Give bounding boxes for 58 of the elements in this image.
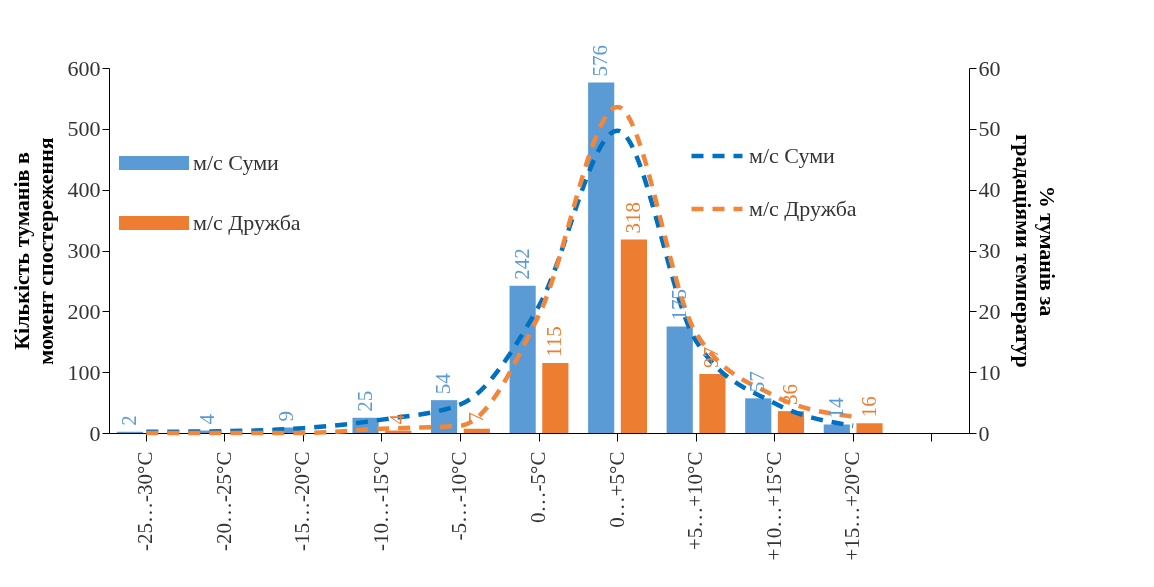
bar <box>542 363 569 433</box>
data-label: 576 <box>588 45 613 77</box>
bar <box>620 239 647 433</box>
data-label: 54 <box>431 372 456 395</box>
x-tick-label: 0…+5°C <box>604 451 629 528</box>
y-axis-title: Кількість туманів в момент спостереження <box>8 137 58 365</box>
x-tick-label: +10…+15°C <box>761 451 786 561</box>
y-tick-label: 0 <box>89 420 101 446</box>
y-tick-label: 500 <box>67 116 101 142</box>
data-label: 7 <box>463 412 488 423</box>
bar <box>856 423 883 433</box>
x-tick-label: 0…-5°C <box>526 451 550 523</box>
legend-label: м/с Дружба <box>749 196 857 221</box>
y2-tick-label: 60 <box>978 55 1001 81</box>
y-tick-label: 400 <box>67 177 101 203</box>
bar <box>588 82 615 433</box>
data-label: 16 <box>856 396 881 418</box>
y-tick-label: 300 <box>67 238 101 263</box>
bar <box>509 285 536 433</box>
data-label: 97 <box>699 346 724 368</box>
x-tick-label: -15…-20°C <box>290 451 315 551</box>
data-label: 318 <box>620 202 645 234</box>
y-tick-label: 600 <box>67 55 101 81</box>
data-label: 242 <box>509 248 534 280</box>
y2-tick-label: 0 <box>978 420 990 446</box>
legend-label: м/с Суми <box>749 143 836 168</box>
y2-axis-title: % туманів за градаціями температур <box>1010 134 1060 368</box>
bar <box>823 424 850 433</box>
y2-tick-label: 20 <box>978 298 1001 324</box>
x-tick-label: -5…-10°C <box>447 451 472 541</box>
data-label: 2 <box>116 415 141 426</box>
y2-tick-label: 40 <box>978 177 1001 203</box>
data-label: 4 <box>195 413 220 425</box>
data-label: 115 <box>542 326 567 358</box>
y2-tick-label: 30 <box>978 238 1001 263</box>
bar <box>666 326 693 433</box>
legend-label: м/с Суми <box>193 150 280 175</box>
data-label: 25 <box>352 390 377 412</box>
x-tick-label: -20…-25°C <box>211 451 236 551</box>
data-label: 57 <box>745 371 770 393</box>
data-label: 14 <box>823 396 848 419</box>
data-label: 36 <box>777 384 802 406</box>
legend-label: м/с Дружба <box>193 210 301 235</box>
y-tick-label: 200 <box>67 298 101 324</box>
x-tick-label: +5…+10°C <box>683 451 708 551</box>
data-label: 4 <box>385 413 410 425</box>
x-tick-label: +15…+20°C <box>840 451 865 561</box>
y2-tick-label: 50 <box>978 116 1001 142</box>
y2-tick-label: 10 <box>978 359 1001 385</box>
bar <box>745 398 772 433</box>
data-label: 175 <box>666 289 691 321</box>
bar <box>699 373 726 433</box>
x-tick-label: -10…-15°C <box>368 451 393 551</box>
x-tick-label: -25…-30°C <box>133 451 158 551</box>
data-label: 9 <box>274 411 299 422</box>
y-tick-label: 100 <box>67 359 101 385</box>
bar <box>777 411 805 433</box>
bar <box>463 428 490 433</box>
